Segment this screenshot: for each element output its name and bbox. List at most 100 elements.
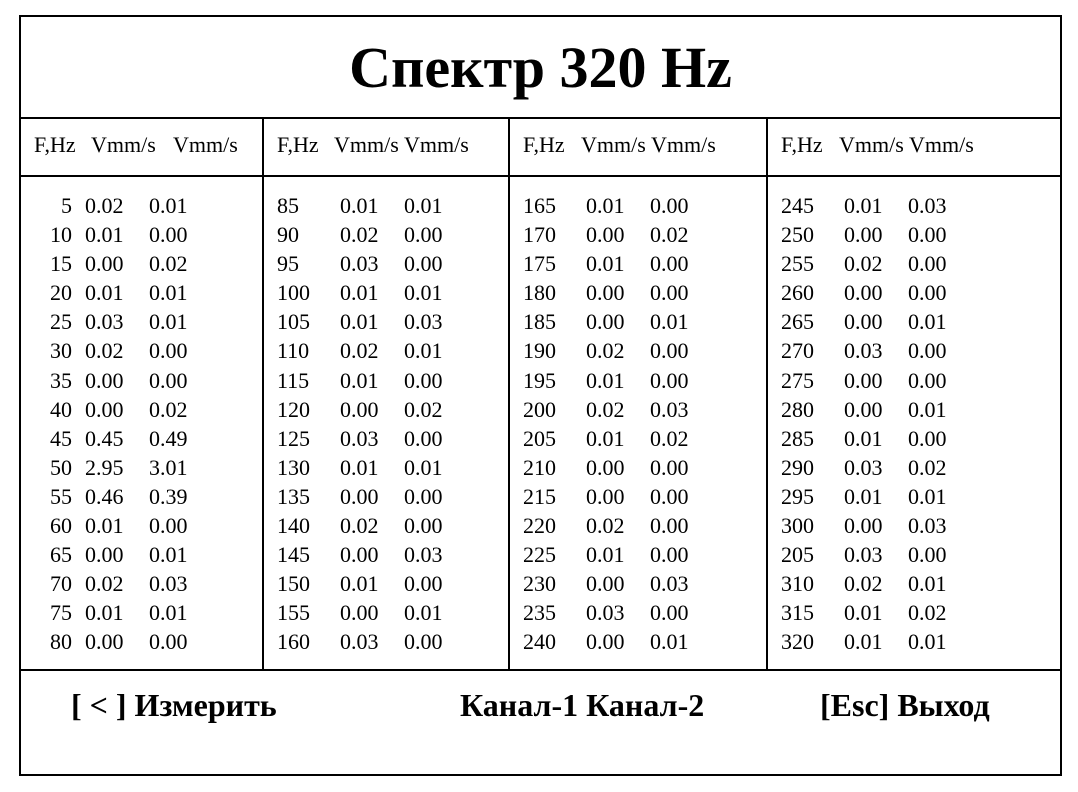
page-title: Спектр 320 Hz: [21, 17, 1060, 119]
frequency-cell: 245: [781, 193, 814, 218]
channel-1-value: 0.01: [85, 513, 124, 539]
channel-1-value: 0.03: [340, 251, 379, 277]
channel-1-value: 0.00: [586, 454, 625, 480]
channel-1-value: 0.01: [85, 600, 124, 626]
channel-1-value: 0.02: [586, 396, 625, 422]
header-frequency: F,Hz: [277, 132, 319, 157]
table-row: 155 0.00 0.01: [264, 598, 508, 627]
table-row: 250 0.00 0.00: [768, 220, 1060, 249]
frequency-cell: 200: [523, 396, 556, 422]
table-row: 105 0.01 0.03: [264, 307, 508, 336]
table-row: 90 0.02 0.00: [264, 220, 508, 249]
frequency-cell: 290: [781, 454, 814, 480]
table-row: 315 0.01 0.02: [768, 598, 1060, 627]
spectrum-rows: 85 0.01 0.01 90 0.02 0.00 95 0.03 0.00 100 0.01 0.0…: [264, 191, 508, 657]
table-row: 30 0.02 0.00: [21, 336, 262, 365]
spectrum-rows: 165 0.01 0.00 170 0.00 0.02 175 0.01 0.00 180 0.00…: [510, 191, 766, 657]
channel-1-value: 0.03: [844, 338, 883, 364]
table-row: 310 0.02 0.01: [768, 569, 1060, 598]
channel-1-value: 2.95: [85, 454, 124, 480]
channel-2-value: 0.02: [650, 425, 689, 451]
channel-2-value: 0.03: [404, 542, 443, 568]
table-row: 85 0.01 0.01: [264, 191, 508, 220]
frequency-cell: 280: [781, 396, 814, 422]
footer-bar: [ < ] Измерить Канал-1 Канал-2 [Esc] Вых…: [21, 669, 1060, 774]
frequency-cell: 150: [277, 571, 310, 597]
frequency-cell: 310: [781, 571, 814, 597]
frequency-cell: 55: [50, 483, 72, 509]
table-row: 320 0.01 0.01: [768, 627, 1060, 656]
channel-1-value: 0.02: [340, 513, 379, 539]
channel-2-value: 0.00: [650, 542, 689, 568]
frequency-cell: 215: [523, 483, 556, 509]
channel-2-value: 0.01: [908, 309, 947, 335]
channel-1-value: 0.00: [844, 367, 883, 393]
channel-2-value: 0.02: [404, 396, 443, 422]
channel-1-value: 0.02: [586, 338, 625, 364]
frequency-cell: 190: [523, 338, 556, 364]
table-row: 25 0.03 0.01: [21, 307, 262, 336]
frequency-cell: 260: [781, 280, 814, 306]
channel-2-value: 0.01: [908, 571, 947, 597]
table-row: 55 0.46 0.39: [21, 482, 262, 511]
table-row: 290 0.03 0.02: [768, 453, 1060, 482]
frequency-cell: 105: [277, 309, 310, 335]
exit-hotkey[interactable]: [Esc] Выход: [820, 687, 990, 723]
spectrum-window: Спектр 320 Hz F,Hz Vmm/s Vmm/s 5 0.02 0.01 10 0…: [19, 15, 1062, 776]
table-row: 130 0.01 0.01: [264, 453, 508, 482]
channel-2-value: 0.02: [908, 454, 947, 480]
header-frequency: F,Hz: [523, 132, 565, 157]
channel-2-value: 0.01: [149, 280, 188, 306]
channel-2-value: 0.00: [650, 483, 689, 509]
channel-1-value: 0.00: [586, 629, 625, 655]
spectrum-rows: 245 0.01 0.03 250 0.00 0.00 255 0.02 0.00 260 0.00…: [768, 191, 1060, 657]
frequency-cell: 205: [781, 542, 814, 568]
frequency-cell: 265: [781, 309, 814, 335]
spectrum-column-3: F,Hz Vmm/s Vmm/s 165 0.01 0.00 170 0.00 0.02 175 0…: [510, 119, 768, 669]
channel-1-value: 0.00: [844, 280, 883, 306]
frequency-cell: 175: [523, 251, 556, 277]
channel-1-value: 0.03: [586, 600, 625, 626]
channel-1-value: 0.02: [340, 222, 379, 248]
channel-1-value: 0.01: [586, 251, 625, 277]
channel-1-value: 0.00: [340, 542, 379, 568]
table-row: 275 0.00 0.00: [768, 366, 1060, 395]
channel-2-value: 0.01: [650, 629, 689, 655]
channel-2-value: 0.00: [908, 542, 947, 568]
frequency-cell: 165: [523, 193, 556, 218]
frequency-cell: 65: [50, 542, 72, 568]
channel-1-value: 0.01: [586, 367, 625, 393]
header-velocity: Vmm/s: [839, 132, 904, 157]
table-row: 100 0.01 0.01: [264, 278, 508, 307]
frequency-cell: 170: [523, 222, 556, 248]
channel-1-value: 0.01: [586, 193, 625, 218]
header-velocity: Vmm/s: [404, 132, 469, 157]
channel-2-value: 0.01: [908, 483, 947, 509]
channel-2-value: 0.00: [650, 251, 689, 277]
frequency-cell: 70: [50, 571, 72, 597]
table-row: 265 0.00 0.01: [768, 307, 1060, 336]
channel-1-value: 0.00: [844, 396, 883, 422]
channel-2-value: 0.00: [650, 193, 689, 218]
table-row: 225 0.01 0.00: [510, 540, 766, 569]
table-row: 80 0.00 0.00: [21, 627, 262, 656]
channel-2-value: 0.01: [149, 600, 188, 626]
channel-2-value: 0.03: [908, 513, 947, 539]
measure-hotkey[interactable]: [ < ] Измерить: [71, 687, 277, 723]
frequency-cell: 130: [277, 454, 310, 480]
frequency-cell: 60: [50, 513, 72, 539]
channel-1-value: 0.01: [844, 193, 883, 218]
channel-1-value: 0.00: [85, 367, 124, 393]
channel-2-value: 0.00: [908, 338, 947, 364]
frequency-cell: 85: [277, 193, 299, 218]
channel-1-value: 0.00: [340, 483, 379, 509]
channel-1-value: 0.00: [586, 222, 625, 248]
frequency-cell: 160: [277, 629, 310, 655]
channel-1-value: 0.01: [844, 600, 883, 626]
spectrum-column-1: F,Hz Vmm/s Vmm/s 5 0.02 0.01 10 0.01 0.00 15 0.00 0…: [21, 119, 264, 669]
channel-1-value: 0.00: [586, 483, 625, 509]
frequency-cell: 285: [781, 425, 814, 451]
header-frequency: F,Hz: [781, 132, 823, 157]
table-row: 205 0.03 0.00: [768, 540, 1060, 569]
channel-1-value: 0.46: [85, 483, 124, 509]
